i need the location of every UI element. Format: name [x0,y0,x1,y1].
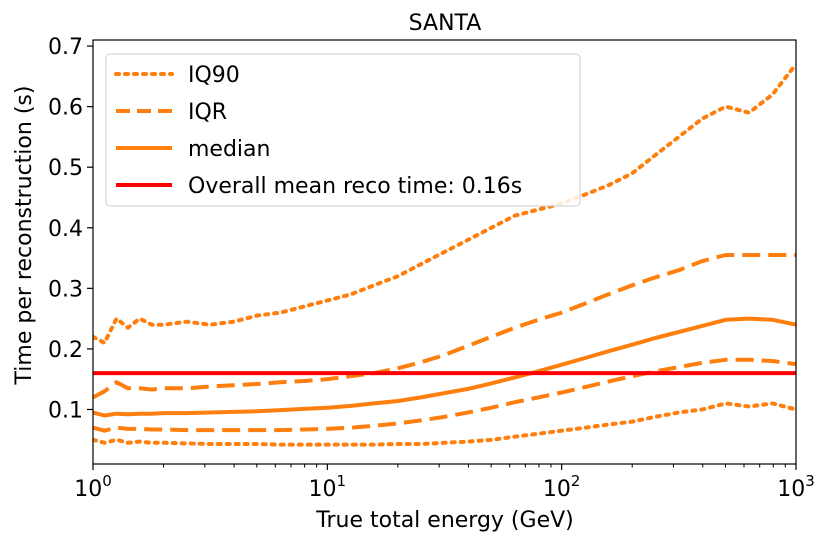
legend-label: median [188,137,270,162]
chart-title: SANTA [409,11,482,36]
x-tick-label: 101 [309,472,347,502]
legend-label: IQ90 [188,63,240,88]
y-tick-label: 0.6 [48,96,83,121]
legend-label: IQR [188,100,227,125]
y-tick-label: 0.3 [48,277,83,302]
x-axis-label: True total energy (GeV) [315,508,573,533]
y-axis: 0.1 0.2 0.3 0.4 0.5 0.6 0.7 [48,35,93,423]
x-tick-label: 102 [543,472,581,502]
y-axis-label: Time per reconstruction (s) [12,86,37,386]
legend-label: Overall mean reco time: 0.16s [188,174,522,199]
series-median-line [93,316,796,418]
legend-box [105,53,581,207]
series-iq90-lower-line [93,401,796,447]
y-tick-label: 0.2 [48,338,83,363]
x-tick-label: 100 [74,472,112,502]
series-iqr-upper-line [93,253,796,400]
y-tick-label: 0.4 [48,217,83,242]
series-iq90-upper-line [93,62,796,345]
x-axis: 100 101 102 103 [74,464,815,502]
x-tick-label: 103 [777,472,815,502]
axes-frame [92,39,797,465]
y-tick-label: 0.1 [48,398,83,423]
legend: IQ90 IQR median Overall mean reco time: 0.1… [105,53,581,207]
y-tick-label: 0.5 [48,156,83,181]
series-iqr-lower-line [93,357,796,433]
plot-area [93,62,796,447]
y-tick-label: 0.7 [48,35,83,60]
